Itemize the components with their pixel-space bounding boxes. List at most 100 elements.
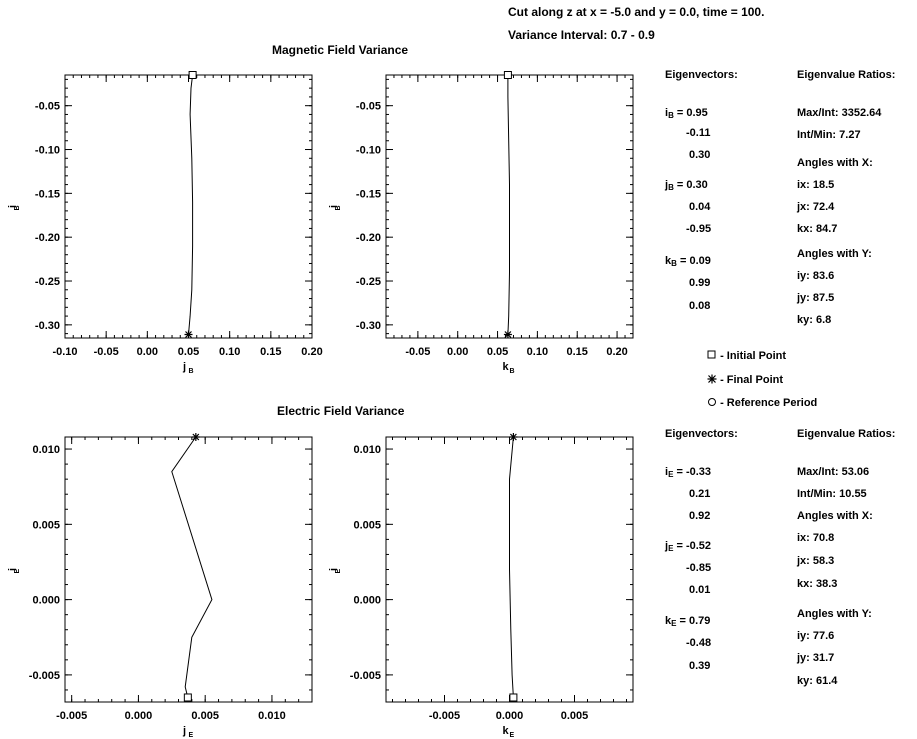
- magnetic-ky: ky: 6.8: [797, 314, 832, 326]
- magnetic-ix: ix: 18.5: [797, 179, 835, 191]
- y-tick-label: -0.15: [35, 188, 60, 200]
- series-line: [171, 436, 213, 698]
- magnetic-j-vector-z: -0.95: [686, 223, 712, 235]
- magnetic-i-vector-z: 0.30: [689, 149, 711, 161]
- y-axis-label-subscript: B: [14, 205, 21, 210]
- x-axis-label-subscript: B: [189, 368, 194, 375]
- y-tick-label: -0.10: [356, 145, 381, 157]
- electric-k-vector-z: 0.39: [689, 660, 711, 672]
- magnetic-jy: jy: 87.5: [797, 292, 835, 304]
- magnetic-i-vector: iB = 0.95: [665, 107, 708, 120]
- x-tick-label: 0.15: [567, 346, 588, 358]
- electric-k-vector-y: -0.48: [686, 637, 712, 649]
- plot-frame: [64, 74, 313, 339]
- legend-final-point: - Final Point: [707, 374, 783, 386]
- y-tick-label: 0.010: [32, 444, 60, 456]
- electric-j-vector-z: 0.01: [689, 584, 711, 596]
- magnetic-k-vector-z: 0.08: [689, 300, 711, 312]
- series-line: [509, 436, 514, 698]
- x-tick-label: -0.05: [94, 346, 119, 358]
- y-axis-label-subscript: B: [335, 205, 342, 210]
- magnetic-ratios-title: Eigenvalue Ratios:: [797, 69, 896, 81]
- initial-point-marker: [509, 693, 518, 702]
- initial-point-marker: [188, 71, 197, 79]
- electric-angles-y-title: Angles with Y:: [797, 608, 872, 620]
- electric-eigenvectors-title: Eigenvectors:: [665, 428, 738, 440]
- legend-initial-point: - Initial Point: [707, 350, 786, 362]
- y-tick-label: -0.30: [356, 320, 381, 332]
- plot-electric-i-vs-j: -0.005 0.000 0.005 0.010 0.010 0.005 0.000 -0.0…: [7, 433, 313, 739]
- y-axis-label-subscript: E: [335, 569, 342, 574]
- electric-angles-x-title: Angles with X:: [797, 510, 873, 522]
- electric-i-vector: iE = -0.33: [665, 466, 712, 479]
- x-tick-label: 0.05: [487, 346, 508, 358]
- initial-point-marker: [183, 693, 192, 702]
- x-axis-label: j: [182, 725, 186, 737]
- x-tick-label: 0.05: [178, 346, 199, 358]
- plot-magnetic-i-vs-k: -0.05 0.00 0.05 0.10 0.15 0.20 -0.05 -0.10 -0.15…: [328, 71, 634, 375]
- electric-int-min: Int/Min: 10.55: [797, 488, 867, 500]
- series-line: [188, 74, 194, 335]
- y-tick-label: -0.05: [356, 101, 381, 113]
- y-tick-label: -0.05: [35, 101, 60, 113]
- x-tick-label: 0.005: [191, 710, 219, 722]
- magnetic-eigenvectors-title: Eigenvectors:: [665, 69, 738, 81]
- y-axis-label: i: [7, 568, 19, 571]
- series-line: [507, 75, 510, 335]
- y-tick-label: 0.000: [32, 595, 60, 607]
- header-line-1: Cut along z at x = -5.0 and y = 0.0, tim…: [508, 5, 765, 19]
- y-tick-label: 0.005: [353, 519, 381, 531]
- x-tick-label: -0.10: [52, 346, 77, 358]
- magnetic-iy: iy: 83.6: [797, 270, 835, 282]
- y-tick-label: -0.25: [356, 276, 381, 288]
- y-axis-label-subscript: E: [14, 569, 21, 574]
- x-tick-label: 0.20: [606, 346, 627, 358]
- electric-chart-title: Electric Field Variance: [277, 404, 405, 418]
- electric-jy: jy: 31.7: [797, 652, 835, 664]
- electric-i-vector-z: 0.92: [689, 510, 711, 522]
- electric-j-vector-y: -0.85: [686, 562, 712, 574]
- final-point-marker: [509, 433, 518, 441]
- legend-reference-period: - Reference Period: [707, 397, 817, 409]
- y-tick-label: -0.25: [35, 276, 60, 288]
- header-line-2: Variance Interval: 0.7 - 0.9: [508, 28, 655, 42]
- magnetic-max-int: Max/Int: 3352.64: [797, 107, 882, 119]
- x-axis-label: k: [502, 725, 509, 737]
- magnetic-kx: kx: 84.7: [797, 223, 838, 235]
- x-axis-label-subscript: B: [510, 368, 515, 375]
- x-tick-label: 0.000: [125, 710, 153, 722]
- x-tick-label: 0.10: [527, 346, 548, 358]
- y-axis-label: i: [328, 568, 340, 571]
- x-tick-label: 0.00: [137, 346, 158, 358]
- y-tick-label: -0.30: [35, 320, 60, 332]
- electric-jx: jx: 58.3: [797, 555, 835, 567]
- initial-point-marker: [503, 71, 512, 79]
- magnetic-j-vector-y: 0.04: [689, 201, 711, 213]
- final-point-marker: [191, 433, 200, 441]
- magnetic-chart-title: Magnetic Field Variance: [272, 43, 409, 57]
- y-tick-label: -0.005: [350, 670, 381, 682]
- x-tick-label: 0.20: [301, 346, 322, 358]
- y-tick-label: -0.005: [29, 670, 60, 682]
- x-tick-label: 0.15: [260, 346, 281, 358]
- x-tick-label: -0.005: [56, 710, 87, 722]
- asterisk-marker-icon: [707, 374, 717, 384]
- magnetic-k-vector-y: 0.99: [689, 277, 711, 289]
- x-tick-label: -0.05: [405, 346, 430, 358]
- magnetic-i-vector-y: -0.11: [686, 127, 711, 139]
- magnetic-angles-y-title: Angles with Y:: [797, 248, 872, 260]
- x-tick-label: 0.005: [561, 710, 589, 722]
- magnetic-jx: jx: 72.4: [797, 201, 835, 213]
- x-tick-label: 0.00: [447, 346, 468, 358]
- y-tick-label: 0.010: [353, 444, 381, 456]
- magnetic-angles-x-title: Angles with X:: [797, 157, 873, 169]
- y-tick-label: 0.005: [32, 519, 60, 531]
- magnetic-k-vector: kB = 0.09: [665, 255, 711, 268]
- x-tick-label: 0.000: [496, 710, 524, 722]
- circle-marker-icon: [708, 398, 716, 406]
- final-point-marker: [503, 330, 512, 339]
- y-tick-label: -0.15: [356, 188, 381, 200]
- x-axis-label: k: [502, 361, 509, 373]
